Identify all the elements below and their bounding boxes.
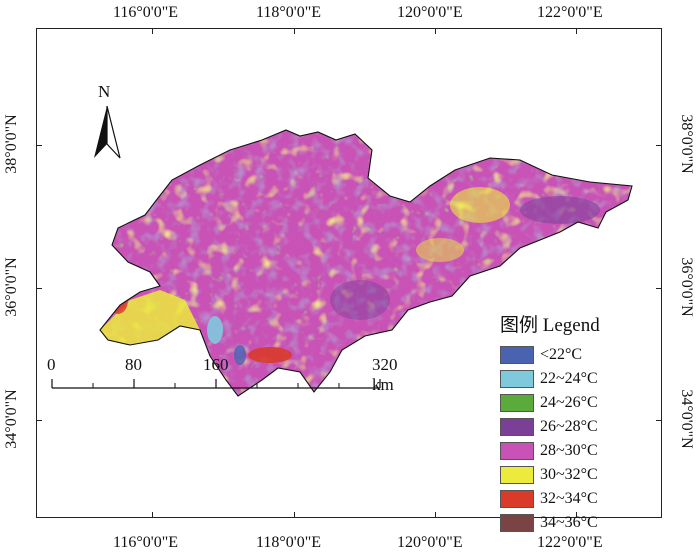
legend-swatch bbox=[500, 346, 534, 364]
lon-label-top: 118°0'0"E bbox=[256, 4, 321, 21]
lon-label-top: 122°0'0"E bbox=[537, 4, 603, 21]
lon-label-top: 116°0'0"E bbox=[113, 4, 178, 21]
tick bbox=[576, 28, 577, 34]
legend-label: 30~32°C bbox=[540, 466, 598, 483]
legend-item: 24~26°C bbox=[500, 391, 650, 415]
tick bbox=[294, 512, 295, 518]
legend-label: 22~24°C bbox=[540, 370, 598, 387]
tick bbox=[656, 420, 662, 421]
scale-label-80: 80 bbox=[125, 355, 142, 374]
tick bbox=[656, 145, 662, 146]
legend-item: <22°C bbox=[500, 343, 650, 367]
tick bbox=[36, 288, 42, 289]
legend-item: 28~30°C bbox=[500, 439, 650, 463]
legend-swatch bbox=[500, 418, 534, 436]
legend: 图例 Legend <22°C 22~24°C 24~26°C 26~28°C 28~3… bbox=[500, 310, 650, 535]
legend-label: 34~36°C bbox=[540, 514, 598, 531]
tick bbox=[435, 28, 436, 34]
legend-swatch bbox=[500, 490, 534, 508]
lon-label-bottom: 116°0'0"E bbox=[113, 534, 178, 551]
tick bbox=[152, 28, 153, 34]
legend-swatch bbox=[500, 466, 534, 484]
scale-label-0: 0 bbox=[47, 355, 56, 374]
legend-label: 24~26°C bbox=[540, 394, 598, 411]
scale-bar-line bbox=[51, 379, 381, 389]
legend-swatch bbox=[500, 442, 534, 460]
tick bbox=[152, 512, 153, 518]
north-label: N bbox=[98, 82, 111, 101]
legend-item: 30~32°C bbox=[500, 463, 650, 487]
legend-item: 26~28°C bbox=[500, 415, 650, 439]
lon-label-bottom: 122°0'0"E bbox=[537, 534, 603, 551]
legend-swatch bbox=[500, 514, 534, 532]
tick bbox=[36, 420, 42, 421]
north-arrow-icon bbox=[94, 105, 121, 159]
legend-label: 28~30°C bbox=[540, 442, 598, 459]
tick bbox=[294, 28, 295, 34]
scale-bar: 0 80 160 320 km bbox=[47, 355, 398, 395]
legend-swatch bbox=[500, 394, 534, 412]
legend-label: 26~28°C bbox=[540, 418, 598, 435]
lon-label-top: 120°0'0"E bbox=[397, 4, 463, 21]
north-arrow: N bbox=[88, 82, 128, 162]
lon-label-bottom: 120°0'0"E bbox=[397, 534, 463, 551]
legend-label: <22°C bbox=[540, 346, 583, 363]
legend-item: 22~24°C bbox=[500, 367, 650, 391]
legend-item: 34~36°C bbox=[500, 511, 650, 535]
legend-swatch bbox=[500, 370, 534, 388]
scale-label-320: 320 km bbox=[372, 355, 398, 394]
tick bbox=[656, 288, 662, 289]
tick bbox=[36, 145, 42, 146]
legend-item: 32~34°C bbox=[500, 487, 650, 511]
tick bbox=[435, 512, 436, 518]
legend-title: 图例 Legend bbox=[500, 315, 600, 336]
scale-label-160: 160 bbox=[203, 355, 229, 374]
lon-label-bottom: 118°0'0"E bbox=[256, 534, 321, 551]
legend-label: 32~34°C bbox=[540, 490, 598, 507]
tick bbox=[576, 512, 577, 518]
